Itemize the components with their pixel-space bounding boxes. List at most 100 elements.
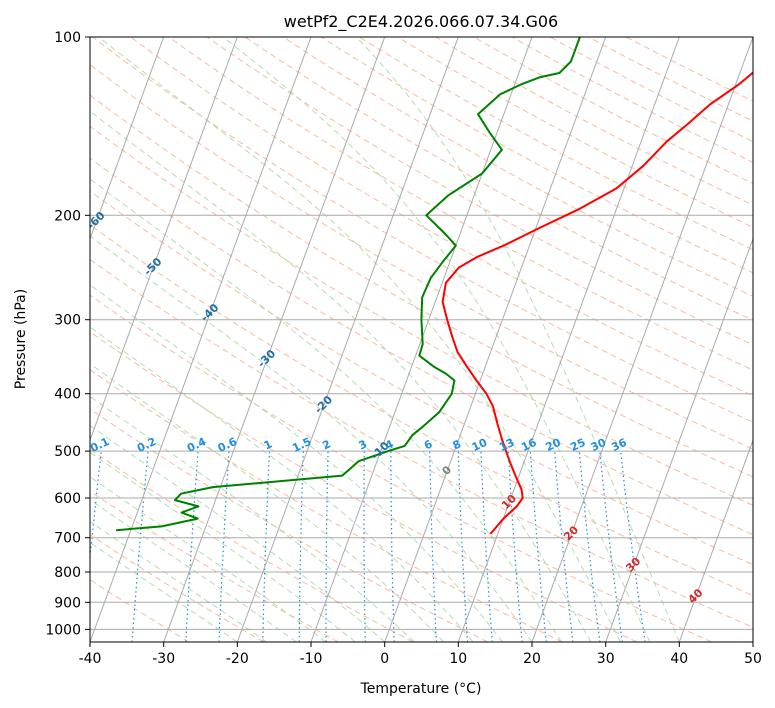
moist-adiabat-line: [90, 541, 238, 642]
mixing-ratio-line: [457, 451, 469, 642]
dry-adiabat-line: [90, 157, 753, 536]
dry-adiabat-line: [90, 369, 563, 642]
background-lines: [90, 37, 753, 642]
dry-adiabat-line: [321, 37, 753, 274]
dry-adiabat-line: [549, 37, 753, 143]
dry-adiabat-line: [90, 224, 753, 597]
dry-adiabat-line: [282, 37, 753, 297]
y-tick-label: 700: [54, 531, 81, 547]
mixing-ratio-line: [429, 451, 437, 642]
mixing-ratio-line: [325, 451, 329, 642]
dry-adiabat-line: [90, 294, 712, 642]
isotherm-line: [752, 640, 753, 642]
mixing-ratio-line: [218, 451, 230, 642]
moist-adiabat-line: [90, 326, 474, 642]
mixing-ratio-line: [185, 451, 199, 642]
mixing-ratio-label: 0.4: [185, 435, 208, 455]
mixing-ratio-label: 2: [320, 437, 332, 452]
moist-adiabat-line: [90, 395, 415, 642]
y-tick-label: 1000: [45, 622, 81, 638]
dry-adiabat-line: [511, 37, 753, 163]
moist-adiabat-line: [90, 284, 503, 642]
y-tick-label: 900: [54, 595, 81, 611]
dry-adiabat-line: [90, 534, 264, 642]
mixing-ratio-line: [554, 451, 574, 642]
isotherm-line: [90, 37, 238, 442]
isotherm-line: [457, 37, 680, 642]
dewpoint-profile-line: [116, 37, 581, 532]
dry-adiabat-line: [90, 94, 753, 478]
dry-adiabat-line: [473, 37, 753, 185]
moist-adiabat-line: [98, 37, 621, 642]
x-tick-label: 40: [670, 651, 688, 667]
isotherm-line: [678, 438, 753, 642]
isotherm-label: 0: [440, 463, 455, 478]
mixing-ratio-line: [507, 451, 523, 642]
mixing-ratio-label: 20: [544, 436, 564, 454]
moist-adiabat-line: [90, 178, 562, 642]
x-tick-label: -30: [152, 651, 175, 667]
y-tick-label: 100: [54, 30, 81, 46]
mixing-ratio-labels: 0.1 0.2 0.4 0.6 1 1.5 2 3 4 6 8 10 13 16 20 25 30 36: [88, 435, 629, 455]
isotherm-line: [90, 37, 165, 241]
x-tick-label: 0: [380, 651, 389, 667]
dry-adiabat-line: [130, 37, 753, 397]
moist-adiabat-line: [90, 499, 297, 642]
mixing-ratio-line: [578, 451, 601, 642]
mixing-ratio-line: [262, 451, 271, 642]
moist-adiabat-line: [90, 451, 356, 642]
mixing-ratio-label: 10: [470, 436, 490, 454]
y-axis: 100 200 300 400 500 600 700 800 900 1000: [45, 30, 90, 638]
data-series: [116, 37, 753, 535]
dry-adiabat-line: [90, 408, 488, 642]
mixing-ratio-line: [480, 451, 493, 642]
isotherm-label: -30: [255, 347, 278, 370]
y-tick-label: 500: [54, 444, 81, 460]
isotherm-line: [605, 237, 753, 642]
mixing-ratio-line: [599, 451, 623, 642]
y-tick-label: 300: [54, 313, 81, 329]
dry-adiabat-line: [244, 37, 753, 321]
plot-frame: [89, 36, 754, 643]
y-axis-label: Pressure (hPa): [13, 289, 29, 389]
x-tick-label: -20: [226, 651, 249, 667]
isotherm-label: -70: [28, 163, 51, 186]
moist-adiabat-line: [90, 235, 533, 642]
dry-adiabat-line: [90, 190, 753, 566]
moist-adiabat-line: [90, 520, 268, 642]
moist-adiabat-line: [356, 37, 680, 642]
mixing-ratio-label: 3: [357, 437, 369, 452]
isotherm-line: [163, 37, 386, 642]
mixing-ratio-line: [131, 451, 149, 642]
x-axis: -40 -30 -20 -10 0 10 20 30 40 50: [79, 642, 762, 667]
isotherm-line: [90, 37, 312, 642]
moist-adiabat-line: [222, 37, 651, 642]
mixing-ratio-line: [363, 451, 366, 642]
isotherm-line: [384, 37, 607, 642]
dry-adiabat-line: [90, 490, 339, 642]
mixing-ratio-line: [620, 451, 646, 642]
dry-adiabat-line: [90, 258, 753, 628]
mixing-ratio-label: 36: [609, 436, 629, 454]
moist-adiabat-line: [90, 110, 592, 642]
mixing-ratio-label: 13: [497, 436, 516, 454]
mixing-ratio-line: [298, 451, 304, 642]
x-tick-label: 30: [597, 651, 615, 667]
mixing-ratio-line: [90, 451, 102, 564]
dry-adiabat-line: [90, 448, 414, 642]
mixing-ratio-line: [390, 451, 395, 642]
y-tick-label: 200: [54, 208, 81, 224]
x-axis-label: Temperature (°C): [360, 681, 482, 697]
isotherm-line: [531, 37, 753, 642]
grid-lines: [90, 37, 753, 642]
moist-adiabat-line: [90, 476, 326, 642]
mixing-ratio-label: 30: [589, 436, 609, 454]
dry-adiabat-line: [90, 125, 753, 506]
isotherm-label: 20: [561, 523, 581, 543]
y-tick-label: 600: [54, 491, 81, 507]
isotherm-label: -20: [312, 393, 335, 416]
y-tick-label: 400: [54, 387, 81, 403]
x-tick-label: 10: [449, 651, 467, 667]
